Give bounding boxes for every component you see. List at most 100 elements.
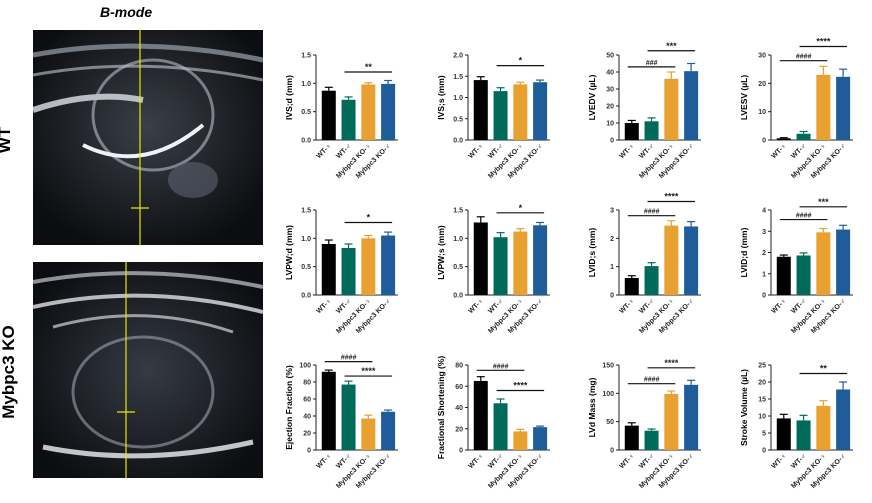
bar <box>664 78 679 140</box>
x-tick-label: WT-♀ <box>618 142 636 160</box>
y-tick-label: 100 <box>602 391 614 398</box>
x-tick-label: Mybpc3 KO-♀ <box>487 452 525 490</box>
y-tick-label: 150 <box>602 363 614 370</box>
y-tick-label: 100 <box>299 363 311 370</box>
x-tick-label: Mybpc3 KO-♂ <box>810 452 848 490</box>
y-tick-label: 60 <box>455 384 463 391</box>
significance-label: #### <box>341 355 357 362</box>
x-tick-label: WT-♂ <box>335 142 353 160</box>
bar <box>836 229 851 295</box>
bar <box>796 420 811 450</box>
y-tick-label: 0.0 <box>301 293 311 300</box>
significance-label: ** <box>820 364 828 374</box>
y-tick-label: 1.0 <box>301 81 311 88</box>
y-tick-label: 20 <box>455 426 463 433</box>
x-tick-label: Mybpc3 KO-♂ <box>810 297 848 335</box>
y-axis-label: LVPW;d (mm) <box>284 225 294 280</box>
y-tick-label: 1.0 <box>453 236 463 243</box>
x-tick-label: Mybpc3 KO-♀ <box>638 297 676 335</box>
x-tick-label: WT-♀ <box>770 297 788 315</box>
x-tick-label: Mybpc3 KO-♂ <box>355 452 393 490</box>
significance-label: #### <box>644 209 660 216</box>
y-tick-label: 3 <box>762 229 766 236</box>
y-tick-label: 0.5 <box>301 264 311 271</box>
x-tick-label: WT-♀ <box>315 452 333 470</box>
x-tick-label: Mybpc3 KO-♀ <box>487 297 525 335</box>
bar <box>664 225 679 295</box>
y-tick-label: 1.5 <box>453 208 463 215</box>
significance-label: *** <box>666 41 677 51</box>
significance-label: #### <box>493 363 509 370</box>
x-tick-label: Mybpc3 KO-♂ <box>810 142 848 180</box>
chart-8: LVID;d (mm) 0 1 2 3 4 WT-♀ WT-♂ Mybpc3 KO-♀ Mybpc… <box>735 195 872 350</box>
bar <box>321 90 336 140</box>
bar <box>624 123 639 140</box>
x-tick-label: Mybpc3 KO-♀ <box>335 142 373 180</box>
y-tick-label: 60 <box>303 397 311 404</box>
y-tick-label: 0 <box>307 448 311 455</box>
y-tick-label: 80 <box>455 363 463 370</box>
bar <box>381 83 396 140</box>
y-axis-label: LVID;d (mm) <box>739 227 749 277</box>
bar <box>493 91 508 140</box>
y-tick-label: 20 <box>303 431 311 438</box>
bar <box>684 226 699 295</box>
y-tick-label: 3 <box>610 208 614 215</box>
bar <box>684 384 699 450</box>
x-tick-label: Mybpc3 KO-♂ <box>658 142 696 180</box>
x-tick-label: WT-♂ <box>638 452 656 470</box>
bar <box>816 405 831 450</box>
x-tick-label: WT-♂ <box>335 452 353 470</box>
y-tick-label: 1.0 <box>453 95 463 102</box>
x-tick-label: WT-♂ <box>487 452 505 470</box>
chart-1: IVS;d (mm) 0.0 0.5 1.0 1.5 WT-♀ WT-♂ Mybpc3 KO-… <box>280 40 430 195</box>
bar <box>341 384 356 450</box>
y-tick-label: 50 <box>606 419 614 426</box>
x-tick-label: Mybpc3 KO-♀ <box>487 142 525 180</box>
y-tick-label: 1 <box>762 271 766 278</box>
bar <box>381 411 396 450</box>
significance-label: #### <box>796 213 812 220</box>
significance-label: **** <box>664 358 679 368</box>
chart-4: LVESV (µL) 0 10 20 30 WT-♀ WT-♂ Mybpc3 KO-♀ Mybp… <box>735 37 872 195</box>
x-tick-label: WT-♀ <box>770 452 788 470</box>
bar <box>473 80 488 140</box>
y-tick-label: 20 <box>606 104 614 111</box>
chart-9: Ejection Fraction (%) 0 20 40 60 80 100 WT-♀ WT-… <box>280 350 430 503</box>
y-tick-label: 15 <box>758 397 766 404</box>
y-tick-label: 2 <box>762 250 766 257</box>
y-axis-label: Ejection Fraction (%) <box>284 365 294 450</box>
y-tick-label: 40 <box>606 70 614 77</box>
bar <box>381 235 396 295</box>
bar <box>776 138 791 140</box>
bar <box>533 427 548 450</box>
y-tick-label: 0 <box>459 448 463 455</box>
y-tick-label: 1.0 <box>301 236 311 243</box>
y-axis-label: LVID;s (mm) <box>587 228 597 278</box>
bar <box>776 418 791 450</box>
bar <box>513 231 528 295</box>
x-tick-label: WT-♂ <box>790 142 808 160</box>
y-tick-label: 2 <box>610 236 614 243</box>
significance-label: **** <box>664 192 679 202</box>
y-tick-label: 0.0 <box>453 293 463 300</box>
x-tick-label: Mybpc3 KO-♂ <box>658 297 696 335</box>
chart-5: LVPW;d (mm) 0.0 0.5 1.0 1.5 WT-♀ WT-♂ Mybpc3 KO… <box>280 195 430 350</box>
bar <box>493 237 508 295</box>
bar <box>341 99 356 140</box>
significance-label: * <box>519 56 523 66</box>
x-tick-label: Mybpc3 KO-♂ <box>507 297 545 335</box>
significance-label: ### <box>646 60 658 67</box>
y-tick-label: 80 <box>303 380 311 387</box>
x-tick-label: WT-♀ <box>618 297 636 315</box>
y-tick-label: 0.5 <box>301 109 311 116</box>
x-tick-label: WT-♀ <box>618 452 636 470</box>
y-tick-label: 10 <box>758 109 766 116</box>
y-axis-label: Fractional Shortening (%) <box>436 356 446 460</box>
x-tick-label: WT-♂ <box>790 297 808 315</box>
x-tick-label: WT-♀ <box>467 142 485 160</box>
y-tick-label: 10 <box>758 414 766 421</box>
bar <box>836 76 851 140</box>
chart-12: Stroke Volume (µL) 0 5 10 15 20 25 WT-♀ WT-♂ Mybp… <box>735 350 872 503</box>
